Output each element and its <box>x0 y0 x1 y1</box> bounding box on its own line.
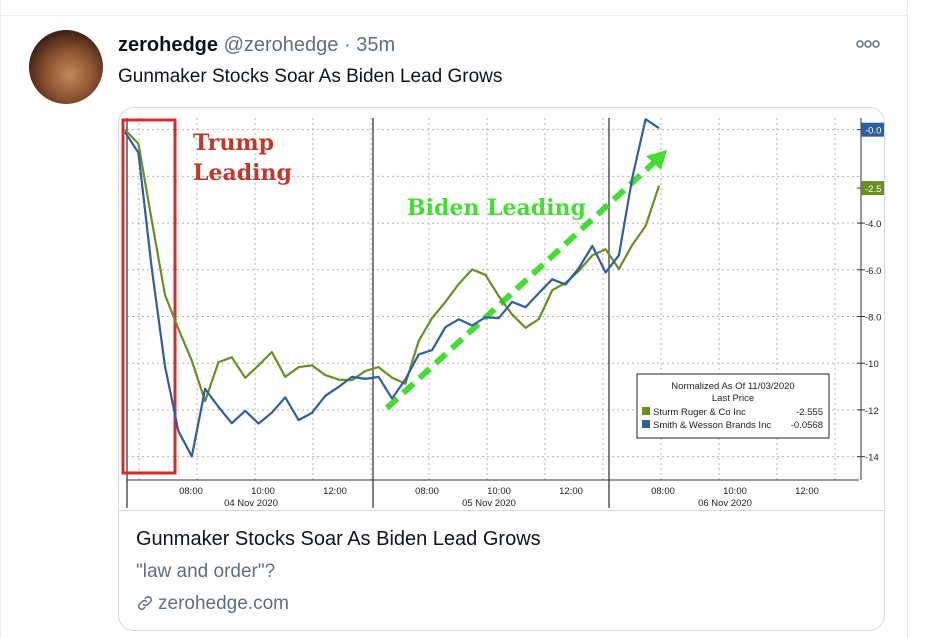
legend-value-sw: -0.0568 <box>791 420 823 431</box>
timeline-left-border <box>0 0 1 638</box>
legend-swatch-ruger <box>642 407 650 415</box>
x-date-label: 06 Nov 2020 <box>698 498 752 509</box>
separator-dot: · <box>343 34 351 56</box>
card-domain-text: zerohedge.com <box>158 593 289 614</box>
y-tick-label: -14 <box>865 453 879 464</box>
y-tick-label: -12 <box>865 406 879 417</box>
link-card[interactable]: Trump Leading Biden Leading -0.0 -2.5 -4.0… <box>118 107 885 631</box>
card-title[interactable]: Gunmaker Stocks Soar As Biden Lead Grows <box>136 528 541 550</box>
x-date-label: 05 Nov 2020 <box>462 498 516 509</box>
y-tick-label: -10 <box>865 359 879 370</box>
tweet-top-divider <box>0 15 908 16</box>
author-name[interactable]: zerohedge <box>118 34 219 56</box>
x-tick-label: 12:00 <box>323 486 347 497</box>
y-tick-label: -8.0 <box>865 313 881 324</box>
y-last-price-tag-sw <box>861 122 884 137</box>
trump-highlight-box <box>121 118 177 475</box>
x-tick-label: 08:00 <box>179 486 203 497</box>
legend-header-1: Normalized As Of 11/03/2020 <box>671 381 794 392</box>
avatar[interactable] <box>29 30 103 104</box>
tweet-text: Gunmaker Stocks Soar As Biden Lead Grows <box>118 66 503 87</box>
legend-value-ruger: -2.555 <box>796 407 823 418</box>
x-tick-label: 08:00 <box>651 486 675 497</box>
legend-header-2: Last Price <box>712 393 754 404</box>
y-tick-label: -2.5 <box>865 184 881 195</box>
card-domain[interactable]: zerohedge.com <box>136 593 289 615</box>
x-tick-label: 08:00 <box>415 486 439 497</box>
chart-svg: Trump Leading Biden Leading -0.0 -2.5 -4.0… <box>121 118 884 509</box>
x-tick-label: 10:00 <box>487 486 511 497</box>
tweet-time[interactable]: 35m <box>356 34 396 56</box>
chart-grid <box>126 118 859 508</box>
trump-annotation-line2: Leading <box>193 160 292 186</box>
link-icon <box>138 596 152 610</box>
y-tick-label: -6.0 <box>865 266 881 277</box>
card-image-chart[interactable]: Trump Leading Biden Leading -0.0 -2.5 -4.0… <box>119 108 884 511</box>
y-last-price-tag-ruger <box>861 181 884 196</box>
trend-arrow-line <box>384 155 662 411</box>
x-date-label: 04 Nov 2020 <box>224 498 278 509</box>
biden-annotation: Biden Leading <box>407 195 586 221</box>
author-handle[interactable]: @zerohedge <box>223 34 339 56</box>
chart-x-axis: 08:00 10:00 12:00 08:00 10:00 12:00 08:00 10:00… <box>127 479 859 509</box>
series-line-smith-wesson <box>124 118 660 458</box>
chart-series-lines <box>124 118 661 458</box>
card-description: "law and order"? <box>136 561 276 582</box>
tweet-header: zerohedge @zerohedge · 35m <box>118 34 395 57</box>
y-tick-label: -0.0 <box>865 126 881 137</box>
more-icon[interactable] <box>856 36 880 52</box>
timeline-right-border <box>907 0 908 638</box>
x-tick-label: 10:00 <box>251 486 275 497</box>
x-tick-label: 12:00 <box>795 486 819 497</box>
trend-arrow-head <box>646 150 667 170</box>
legend-swatch-sw <box>642 420 650 428</box>
chart-legend: Normalized As Of 11/03/2020 Last Price S… <box>636 373 830 439</box>
x-tick-label: 12:00 <box>559 486 583 497</box>
y-tick-label: -4.0 <box>865 219 881 230</box>
legend-label-sw: Smith & Wesson Brands Inc <box>653 420 771 431</box>
x-tick-label: 10:00 <box>723 486 747 497</box>
legend-label-ruger: Sturm Ruger & Co Inc <box>653 407 746 418</box>
trump-annotation-line1: Trump <box>193 130 274 156</box>
chart-y-axis: -0.0 -2.5 -4.0 -6.0 -8.0 -10 -12 -14 <box>857 118 884 480</box>
